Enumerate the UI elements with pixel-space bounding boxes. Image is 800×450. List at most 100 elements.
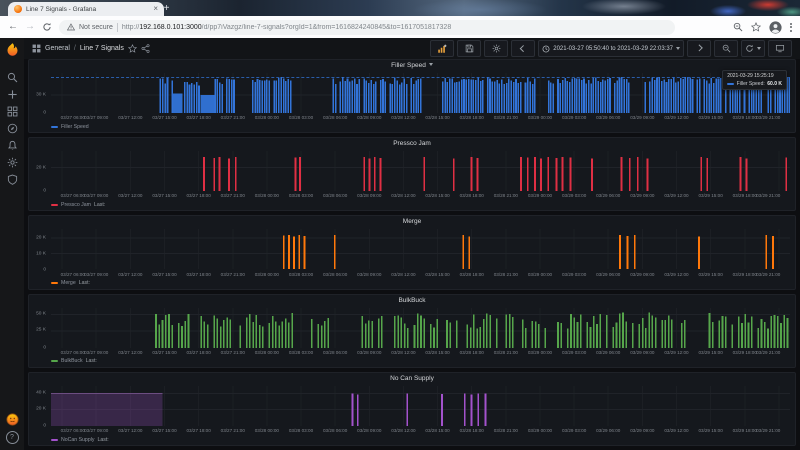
url-path: /d/pp7iVazgz/line-7-signals?orgId=1&from… xyxy=(201,23,452,31)
tv-mode-button[interactable] xyxy=(768,40,792,57)
shield-icon xyxy=(7,174,17,185)
help-icon[interactable]: ? xyxy=(5,431,19,444)
legend-label[interactable]: NoCan Supply xyxy=(61,436,95,443)
favorite-star-icon[interactable] xyxy=(127,44,137,53)
bell-icon xyxy=(7,140,17,150)
profile-avatar[interactable] xyxy=(769,20,782,34)
x-axis-label: 03/29 21:00 xyxy=(756,428,781,434)
x-axis-label: 03/28 00:00 xyxy=(254,193,279,199)
panel-title[interactable]: Filler Speed xyxy=(29,61,795,71)
panel-title[interactable]: BulkBuck xyxy=(398,296,426,304)
panel-title[interactable]: No Can Supply xyxy=(390,374,434,382)
zoom-icon[interactable] xyxy=(733,22,743,32)
sidebar-item-create[interactable] xyxy=(7,86,18,103)
legend-label[interactable]: Merge xyxy=(61,280,76,287)
x-axis-label: 03/28 15:00 xyxy=(425,428,450,434)
y-axis-label: 0 xyxy=(43,266,46,272)
legend[interactable]: Filler Speed xyxy=(51,122,89,131)
x-axis-label: 03/28 18:00 xyxy=(459,349,484,355)
legend[interactable]: Merge Last: xyxy=(51,279,90,288)
address-bar[interactable]: Not secure http://192.168.0.101:3000/d/p… xyxy=(59,19,675,35)
legend-label[interactable]: Pressco Jam xyxy=(61,201,91,208)
x-axis-label: 03/29 09:00 xyxy=(630,271,655,277)
plot-area[interactable] xyxy=(51,308,790,348)
y-axis-label: 20 K xyxy=(36,164,46,170)
refresh-button[interactable] xyxy=(741,40,765,57)
tab-close-icon[interactable]: × xyxy=(153,4,158,13)
x-axis-label: 03/27 15:00 xyxy=(152,428,177,434)
x-axis-label: 03/28 06:00 xyxy=(323,115,348,121)
x-axis-label: 03/29 12:00 xyxy=(664,193,689,199)
y-axis-label: 10 K xyxy=(36,251,46,257)
sidebar-item-search[interactable] xyxy=(7,69,18,86)
legend[interactable]: BulkBuck Last: xyxy=(51,357,97,366)
forward-button[interactable]: → xyxy=(25,21,35,32)
x-axis-label: 03/27 21:00 xyxy=(220,193,245,199)
y-axis-label: 20 K xyxy=(36,235,46,241)
legend-last-label: Last: xyxy=(85,358,97,365)
x-axis-label: 03/27 18:00 xyxy=(186,349,211,355)
x-axis-label: 03/27 21:00 xyxy=(220,428,245,434)
x-axis-label: 03/27 12:00 xyxy=(118,115,143,121)
dashboard-settings-button[interactable] xyxy=(484,40,509,57)
panel-title[interactable]: Pressco Jam xyxy=(393,140,431,148)
plot-area[interactable] xyxy=(51,386,790,427)
time-shift-forward-button[interactable] xyxy=(687,40,711,57)
x-axis-label: 03/29 12:00 xyxy=(664,428,689,434)
breadcrumb-dashboard-title[interactable]: Line 7 Signals xyxy=(79,45,124,52)
save-dashboard-button[interactable] xyxy=(457,40,482,57)
new-tab-button[interactable]: + xyxy=(163,3,170,14)
x-axis-label: 03/29 00:00 xyxy=(527,115,553,121)
legend-series-dash-icon xyxy=(51,125,58,128)
add-panel-button[interactable] xyxy=(430,40,455,57)
legend[interactable]: Pressco Jam Last: xyxy=(51,200,105,209)
x-axis-label: 03/28 06:00 xyxy=(323,349,348,355)
x-axis-label: 03/28 12:00 xyxy=(391,271,416,277)
clock-icon xyxy=(542,45,550,52)
x-axis-label: 03/27 21:00 xyxy=(220,271,245,277)
sidebar-item-server-admin[interactable] xyxy=(7,171,18,188)
share-icon[interactable] xyxy=(141,44,150,53)
plot-area[interactable] xyxy=(51,73,790,114)
monitor-icon xyxy=(775,45,785,53)
x-axis-label: 03/28 03:00 xyxy=(288,349,314,355)
x-axis-label: 03/29 18:00 xyxy=(732,271,757,277)
x-axis-label: 03/28 21:00 xyxy=(493,349,518,355)
browser-menu-icon[interactable] xyxy=(790,22,792,32)
sidebar-item-alerting[interactable] xyxy=(7,137,18,154)
add-panel-icon xyxy=(438,44,447,53)
x-axis-label: 03/29 18:00 xyxy=(732,428,757,434)
x-axis-label: 03/29 21:00 xyxy=(756,271,781,277)
sidebar-item-configuration[interactable] xyxy=(7,154,18,171)
legend-last-label: Last: xyxy=(78,280,90,287)
legend-label[interactable]: Filler Speed xyxy=(61,123,89,130)
url-separator xyxy=(116,22,118,32)
plot-area[interactable] xyxy=(51,229,790,270)
x-axis-label: 03/27 21:00 xyxy=(220,115,245,121)
browser-toolbar: ← → Not secure http://192.168.0.101:3000… xyxy=(0,16,800,39)
time-range-picker[interactable]: 2021-03-27 05:50:40 to 2021-03-29 22:03:… xyxy=(538,40,684,57)
zoom-out-time-button[interactable] xyxy=(714,40,738,57)
zoom-out-icon xyxy=(722,44,730,53)
reload-button[interactable] xyxy=(42,22,52,32)
x-axis: 03/27 06:00 03/27 09:00 03/27 12:00 03/27 1… xyxy=(51,271,790,279)
breadcrumb-folder[interactable]: General xyxy=(45,45,70,52)
back-button[interactable]: ← xyxy=(8,21,18,32)
breadcrumb[interactable]: General / Line 7 Signals xyxy=(32,44,150,53)
x-axis: 03/27 06:00 03/27 09:00 03/27 12:00 03/27 1… xyxy=(51,114,790,122)
grafana-navbar: General / Line 7 Signals 2021-03-27 05:5… xyxy=(24,38,800,59)
x-axis-label: 03/29 06:00 xyxy=(596,349,621,355)
plus-icon xyxy=(7,90,17,99)
browser-tab[interactable]: Line 7 Signals - Grafana × xyxy=(8,2,164,16)
time-shift-back-button[interactable] xyxy=(511,40,536,57)
bookmark-star-icon[interactable] xyxy=(751,22,761,32)
sidebar-item-explore[interactable] xyxy=(7,120,18,137)
legend[interactable]: NoCan Supply Last: xyxy=(51,435,109,444)
user-avatar[interactable] xyxy=(5,413,19,426)
sidebar-item-dashboards[interactable] xyxy=(7,103,18,120)
grafana-logo-icon[interactable] xyxy=(5,42,20,57)
panel-title[interactable]: Merge xyxy=(402,218,422,226)
plot-area[interactable] xyxy=(51,151,790,192)
legend-label[interactable]: BulkBuck xyxy=(61,358,83,365)
